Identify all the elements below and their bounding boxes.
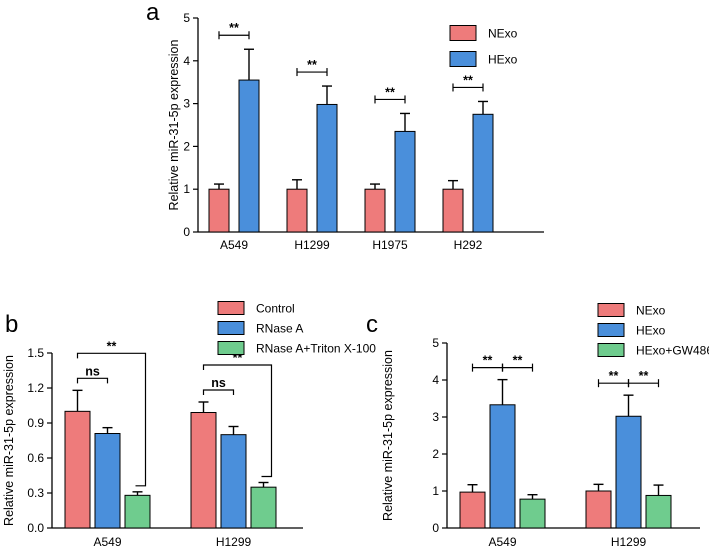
legend-swatch-b (217, 301, 245, 315)
significance-bracket-b (76, 377, 109, 384)
significance-label-a: ** (229, 21, 239, 35)
bar-c-h1299-hexo-gw4869 (645, 494, 672, 529)
panel-label-b: b (5, 311, 18, 338)
bar-b-h1299-control (190, 412, 217, 529)
y-tick-label-a: 5 (183, 11, 190, 25)
significance-bracket-b (202, 389, 235, 395)
significance-label-a: ** (385, 85, 395, 99)
bar-a-h292-hexo (472, 113, 494, 233)
bar-c-h1299-nexo (585, 490, 612, 529)
legend-label-a: HExo (488, 53, 518, 67)
y-axis-label-b: Relative miR-31-5p expression (2, 355, 16, 526)
y-tick-label-b: 0.9 (27, 416, 44, 430)
legend-swatch-b (217, 321, 245, 335)
y-tick-label-a: 4 (183, 54, 190, 68)
significance-label-b: ns (211, 376, 226, 390)
legend-swatch-b (217, 341, 245, 355)
significance-label-c: ** (609, 369, 619, 383)
significance-bracket-b (202, 364, 273, 478)
chart-b: 0.0 0.3 0.6 0.9 1.2 1.5 Relative miR-31-5p exp… (2, 301, 376, 549)
y-tick-label-a: 0 (183, 225, 190, 239)
x-tick-label-c: A549 (488, 535, 516, 549)
significance-label-a: ** (463, 73, 473, 87)
bar-a-h1299-nexo (286, 188, 308, 233)
significance-label-c: ** (513, 354, 523, 368)
significance-label-c: ** (483, 354, 493, 368)
significance-bracket-b (76, 352, 147, 487)
legend-label-b: RNase A+Triton X-100 (256, 342, 376, 356)
x-tick-label-c: H1299 (611, 535, 647, 549)
bar-a-a549-hexo (238, 79, 260, 233)
legend-label-b: RNase A (256, 322, 303, 336)
bar-c-a549-hexo-gw4869 (519, 498, 546, 529)
bar-a-h292-nexo (442, 188, 464, 233)
x-tick-label-b: H1299 (216, 535, 252, 549)
y-tick-label-a: 3 (183, 97, 190, 111)
x-tick-label-a: H1299 (294, 238, 330, 252)
legend-swatch-a (449, 51, 477, 67)
bar-c-a549-hexo (489, 404, 516, 529)
y-tick-label-c: 1 (432, 484, 439, 498)
x-tick-label-a: A549 (220, 238, 248, 252)
y-tick-label-c: 3 (432, 410, 439, 424)
bar-c-h1299-hexo (615, 415, 642, 529)
significance-label-c: ** (639, 369, 649, 383)
bar-a-h1299-hexo (316, 103, 338, 233)
y-tick-label-a: 1 (183, 182, 190, 196)
legend-swatch-c (597, 323, 625, 337)
bar-a-h1975-nexo (364, 188, 386, 233)
legend-swatch-c (597, 303, 625, 317)
y-tick-label-b: 1.2 (27, 381, 44, 395)
y-tick-label-c: 0 (432, 521, 439, 535)
significance-label-a: ** (307, 58, 317, 72)
bar-c-a549-nexo (459, 491, 486, 529)
bar-b-h1299-rnase-a-triton-x-100 (250, 486, 277, 529)
bar-b-a549-rnase-a (94, 433, 121, 529)
y-tick-label-a: 2 (183, 139, 190, 153)
panel-label-c: c (366, 311, 378, 338)
legend-label-b: Control (256, 302, 295, 316)
panel-label-a: a (146, 0, 160, 26)
y-axis-label-c: Relative miR-31-5p expression (381, 350, 395, 521)
legend-label-c: HExo (636, 324, 666, 338)
y-tick-label-b: 0.3 (27, 486, 44, 500)
legend-label-a: NExo (488, 27, 518, 41)
bar-b-h1299-rnase-a (220, 434, 247, 529)
chart-a: 0 1 2 3 4 5 Relative miR-31-5p expression A549 H… (167, 11, 544, 252)
x-tick-label-b: A549 (93, 535, 121, 549)
y-axis-label-a: Relative miR-31-5p expression (167, 40, 181, 211)
bar-a-h1975-hexo (394, 130, 416, 233)
bar-b-a549-control (64, 410, 91, 529)
significance-label-b: ns (85, 364, 100, 378)
y-tick-label-b: 1.5 (27, 346, 44, 360)
legend-label-c: HExo+GW4869 (636, 344, 709, 358)
x-tick-label-a: H292 (454, 238, 483, 252)
y-tick-label-c: 4 (432, 373, 439, 387)
x-tick-label-a: H1975 (372, 238, 408, 252)
bar-b-a549-rnase-a-triton-x-100 (124, 494, 151, 529)
chart-c: 0 1 2 3 4 5 Relative miR-31-5p expression A549 H… (381, 303, 709, 549)
legend-label-c: NExo (636, 304, 666, 318)
significance-label-b: ** (107, 339, 117, 353)
y-tick-label-c: 5 (432, 336, 439, 350)
y-tick-label-b: 0.0 (27, 521, 44, 535)
legend-swatch-a (449, 25, 477, 41)
significance-label-b: ** (233, 351, 243, 365)
legend-swatch-c (597, 343, 625, 357)
y-tick-label-c: 2 (432, 447, 439, 461)
y-tick-label-b: 0.6 (27, 451, 44, 465)
bar-a-a549-nexo (208, 188, 230, 233)
